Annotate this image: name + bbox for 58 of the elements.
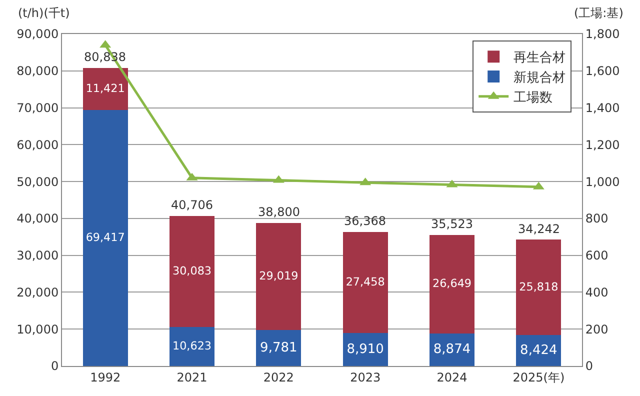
bar — [342, 232, 388, 334]
data-label: 9,781 — [260, 340, 298, 356]
data-label: 8,874 — [433, 342, 471, 358]
bar — [169, 326, 215, 366]
y-tick-label: 50,000 — [16, 174, 59, 189]
y-tick-label: 30,000 — [16, 248, 59, 263]
x-tick-label: 2025(年) — [512, 370, 565, 384]
data-label: 26,649 — [432, 277, 472, 290]
legend-label: 工場数 — [514, 90, 553, 106]
legend-label: 再生合材 — [514, 50, 566, 66]
y-tick-label: 70,000 — [16, 100, 59, 115]
y2-tick-label: 600 — [585, 248, 608, 263]
y2-tick-label: 1,200 — [585, 138, 620, 152]
y-tick-label: 90,000 — [16, 27, 59, 42]
y2-tick-label: 1,600 — [585, 64, 620, 78]
bar — [169, 216, 215, 327]
data-label: 29,019 — [259, 269, 298, 282]
y2-tick-label: 0 — [585, 359, 594, 374]
data-label: 8,910 — [346, 342, 384, 358]
data-label: 25,818 — [519, 280, 558, 294]
data-label: 8,424 — [520, 342, 558, 358]
y2-tick-label: 200 — [585, 322, 608, 336]
bar — [82, 110, 128, 366]
y2-tick-label: 800 — [585, 212, 608, 226]
y2-tick-label: 1,000 — [585, 174, 620, 189]
x-tick-label: 2022 — [263, 370, 294, 384]
y2-tick-label: 1,400 — [585, 100, 620, 115]
bar — [256, 222, 302, 330]
total-label: 40,706 — [171, 198, 213, 212]
y-tick-label: 40,000 — [16, 212, 59, 226]
bar — [256, 330, 302, 366]
data-label: 11,421 — [86, 82, 125, 95]
total-label: 34,242 — [518, 222, 560, 236]
x-tick-label: 1992 — [90, 370, 121, 384]
data-label: 27,458 — [346, 275, 385, 288]
y-axis-title: (t/h)(千t) — [18, 6, 70, 20]
y2-axis-title: (工場:基) — [574, 6, 624, 20]
bar — [82, 68, 128, 110]
data-label: 10,623 — [172, 339, 212, 352]
y-tick-label: 20,000 — [16, 285, 59, 300]
total-label: 38,800 — [258, 205, 300, 219]
data-label: 69,417 — [86, 230, 125, 244]
total-label: 35,523 — [431, 217, 473, 231]
y2-tick-label: 1,800 — [585, 27, 620, 42]
y-tick-label: 10,000 — [16, 322, 59, 336]
y-tick-label: 0 — [50, 359, 59, 374]
y-tick-label: 80,000 — [16, 64, 59, 78]
x-tick-label: 2021 — [176, 370, 208, 384]
bar — [429, 234, 475, 334]
bar — [342, 333, 388, 366]
data-label: 30,083 — [172, 264, 212, 278]
total-label: 36,368 — [344, 214, 386, 228]
bar — [516, 240, 562, 335]
x-tick-label: 2024 — [436, 370, 468, 384]
y2-tick-label: 400 — [585, 285, 608, 300]
legend-label: 新規合材 — [514, 70, 566, 86]
x-tick-label: 2023 — [350, 370, 381, 384]
y-tick-label: 60,000 — [16, 138, 59, 152]
